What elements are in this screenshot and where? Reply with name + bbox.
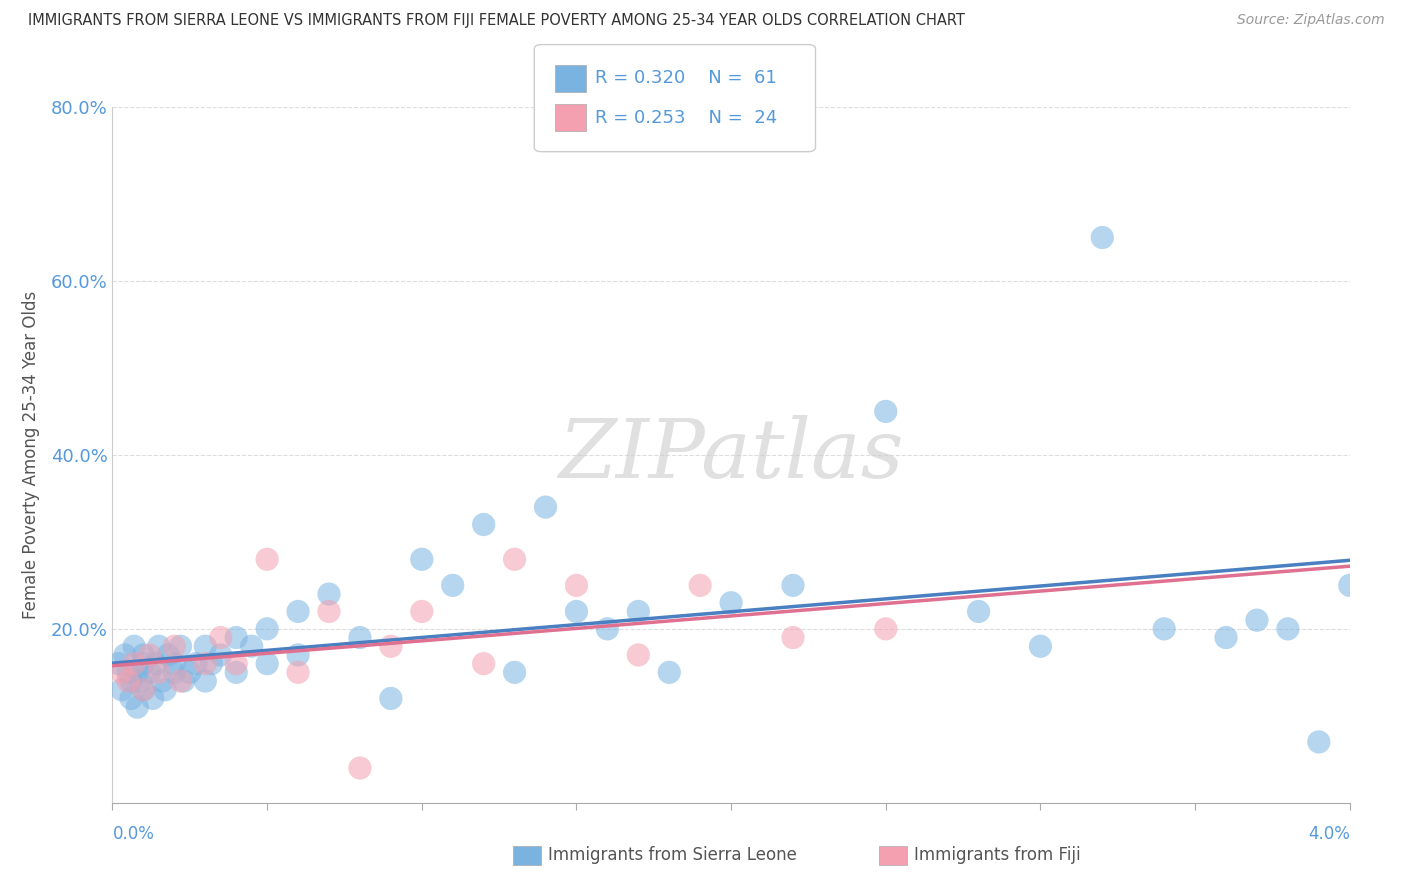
Point bbox=[163, 665, 186, 680]
Point bbox=[163, 639, 186, 653]
Point bbox=[225, 665, 247, 680]
Point bbox=[689, 578, 711, 592]
Text: IMMIGRANTS FROM SIERRA LEONE VS IMMIGRANTS FROM FIJI FEMALE POVERTY AMONG 25-34 : IMMIGRANTS FROM SIERRA LEONE VS IMMIGRAN… bbox=[28, 13, 965, 29]
Point bbox=[349, 761, 371, 775]
Point bbox=[503, 665, 526, 680]
Point bbox=[209, 631, 232, 645]
Text: R = 0.253    N =  24: R = 0.253 N = 24 bbox=[595, 109, 778, 127]
Point bbox=[114, 648, 136, 662]
Text: Immigrants from Sierra Leone: Immigrants from Sierra Leone bbox=[548, 847, 797, 864]
Point bbox=[120, 691, 142, 706]
Point bbox=[627, 648, 650, 662]
Point bbox=[138, 648, 160, 662]
Point bbox=[256, 657, 278, 671]
Point bbox=[145, 657, 167, 671]
Point bbox=[150, 674, 173, 689]
Point bbox=[107, 657, 129, 671]
Point bbox=[441, 578, 464, 592]
Point bbox=[111, 682, 134, 697]
Point bbox=[225, 657, 247, 671]
Text: Immigrants from Fiji: Immigrants from Fiji bbox=[914, 847, 1081, 864]
Y-axis label: Female Poverty Among 25-34 Year Olds: Female Poverty Among 25-34 Year Olds bbox=[21, 291, 39, 619]
Point bbox=[875, 404, 897, 418]
Point bbox=[503, 552, 526, 566]
Point bbox=[287, 665, 309, 680]
Point bbox=[153, 682, 176, 697]
Point bbox=[534, 500, 557, 514]
Point bbox=[1153, 622, 1175, 636]
Point bbox=[411, 552, 433, 566]
Point bbox=[132, 682, 155, 697]
Point bbox=[111, 665, 134, 680]
Point bbox=[179, 665, 201, 680]
Point bbox=[875, 622, 897, 636]
Point bbox=[132, 648, 155, 662]
Point bbox=[148, 665, 170, 680]
Point bbox=[117, 674, 139, 689]
Text: Source: ZipAtlas.com: Source: ZipAtlas.com bbox=[1237, 13, 1385, 28]
Text: 4.0%: 4.0% bbox=[1308, 825, 1350, 843]
Point bbox=[127, 700, 149, 714]
Point bbox=[380, 639, 402, 653]
Point bbox=[142, 691, 165, 706]
Point bbox=[472, 517, 495, 532]
Point bbox=[472, 657, 495, 671]
Point bbox=[194, 674, 217, 689]
Point bbox=[565, 605, 588, 619]
Point bbox=[200, 657, 222, 671]
Point bbox=[120, 674, 142, 689]
Point bbox=[658, 665, 681, 680]
Point bbox=[1091, 230, 1114, 244]
Point bbox=[122, 639, 145, 653]
Point bbox=[138, 665, 160, 680]
Text: 0.0%: 0.0% bbox=[112, 825, 155, 843]
Point bbox=[157, 648, 180, 662]
Point bbox=[565, 578, 588, 592]
Point bbox=[380, 691, 402, 706]
Point bbox=[209, 648, 232, 662]
Point bbox=[169, 639, 191, 653]
Point bbox=[173, 674, 195, 689]
Point bbox=[163, 657, 186, 671]
Point bbox=[1246, 613, 1268, 627]
Point bbox=[720, 596, 742, 610]
Point bbox=[287, 648, 309, 662]
Point bbox=[169, 674, 191, 689]
Point bbox=[194, 657, 217, 671]
Point bbox=[225, 631, 247, 645]
Point bbox=[318, 605, 340, 619]
Point bbox=[627, 605, 650, 619]
Point bbox=[132, 657, 155, 671]
Point bbox=[411, 605, 433, 619]
Point bbox=[240, 639, 263, 653]
Text: R = 0.320    N =  61: R = 0.320 N = 61 bbox=[595, 70, 776, 87]
Point bbox=[148, 639, 170, 653]
Point bbox=[122, 657, 145, 671]
Point bbox=[318, 587, 340, 601]
Point bbox=[256, 552, 278, 566]
Point bbox=[967, 605, 990, 619]
Point bbox=[1215, 631, 1237, 645]
Point bbox=[287, 605, 309, 619]
Point bbox=[1308, 735, 1330, 749]
Point bbox=[782, 578, 804, 592]
Point bbox=[127, 665, 149, 680]
Point bbox=[782, 631, 804, 645]
Point bbox=[194, 639, 217, 653]
Point bbox=[349, 631, 371, 645]
Point bbox=[184, 657, 207, 671]
Point bbox=[1277, 622, 1299, 636]
Point bbox=[129, 674, 152, 689]
Point bbox=[256, 622, 278, 636]
Point bbox=[596, 622, 619, 636]
Point bbox=[1339, 578, 1361, 592]
Text: ZIPatlas: ZIPatlas bbox=[558, 415, 904, 495]
Point bbox=[117, 665, 139, 680]
Point bbox=[1029, 639, 1052, 653]
Point bbox=[132, 682, 155, 697]
